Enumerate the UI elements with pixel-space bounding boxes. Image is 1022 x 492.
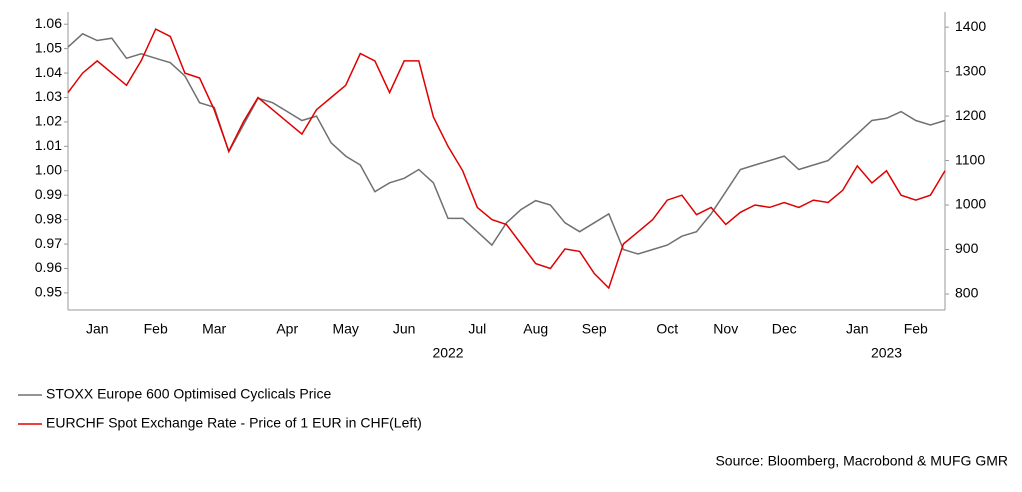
x-tick-label: Feb — [144, 321, 168, 337]
x-tick-label: Sep — [582, 321, 607, 337]
x-year-label: 2022 — [432, 345, 463, 361]
x-tick-label: Feb — [904, 321, 928, 337]
y-tick-label: 1.02 — [35, 113, 62, 129]
y2-tick-label: 800 — [955, 285, 979, 301]
y2-tick-label: 900 — [955, 240, 979, 256]
y-tick-label: 1.06 — [35, 15, 62, 31]
x-tick-label: Mar — [202, 321, 226, 337]
y2-tick-label: 1200 — [955, 107, 986, 123]
x-tick-label: Nov — [713, 321, 738, 337]
x-tick-label: Jan — [846, 321, 869, 337]
series-line — [67, 28, 946, 290]
y-tick-label: 0.98 — [35, 210, 62, 226]
x-tick-label: Dec — [772, 321, 797, 337]
x-year-label: 2023 — [871, 345, 902, 361]
y2-tick-label: 1100 — [955, 151, 985, 167]
y-tick-label: 1.00 — [35, 161, 62, 177]
y2-tick-label: 1300 — [955, 62, 986, 78]
y-tick-label: 0.96 — [35, 259, 62, 275]
y-tick-label: 1.01 — [35, 137, 62, 153]
x-tick-label: Oct — [656, 321, 678, 337]
series-line — [67, 32, 946, 255]
y-tick-label: 0.95 — [35, 284, 62, 300]
y-tick-label: 1.04 — [35, 64, 62, 80]
y-tick-label: 0.99 — [35, 186, 62, 202]
source: Source: Bloomberg, Macrobond & MUFG GMR — [715, 453, 1008, 469]
y-tick-label: 1.03 — [35, 88, 62, 104]
y-tick-label: 1.05 — [35, 39, 62, 55]
legend-label: STOXX Europe 600 Optimised Cyclicals Pri… — [46, 386, 332, 402]
x-tick-label: Apr — [276, 321, 298, 337]
y-tick-label: 0.97 — [35, 235, 62, 251]
x-tick-label: Jan — [86, 321, 109, 337]
y2-tick-label: 1000 — [955, 196, 986, 212]
y2-tick-label: 1400 — [955, 18, 986, 34]
x-tick-label: May — [332, 321, 358, 337]
x-tick-label: Aug — [523, 321, 548, 337]
legend-label: EURCHF Spot Exchange Rate - Price of 1 E… — [46, 415, 422, 431]
x-tick-label: Jun — [393, 321, 416, 337]
x-tick-label: Jul — [468, 321, 486, 337]
